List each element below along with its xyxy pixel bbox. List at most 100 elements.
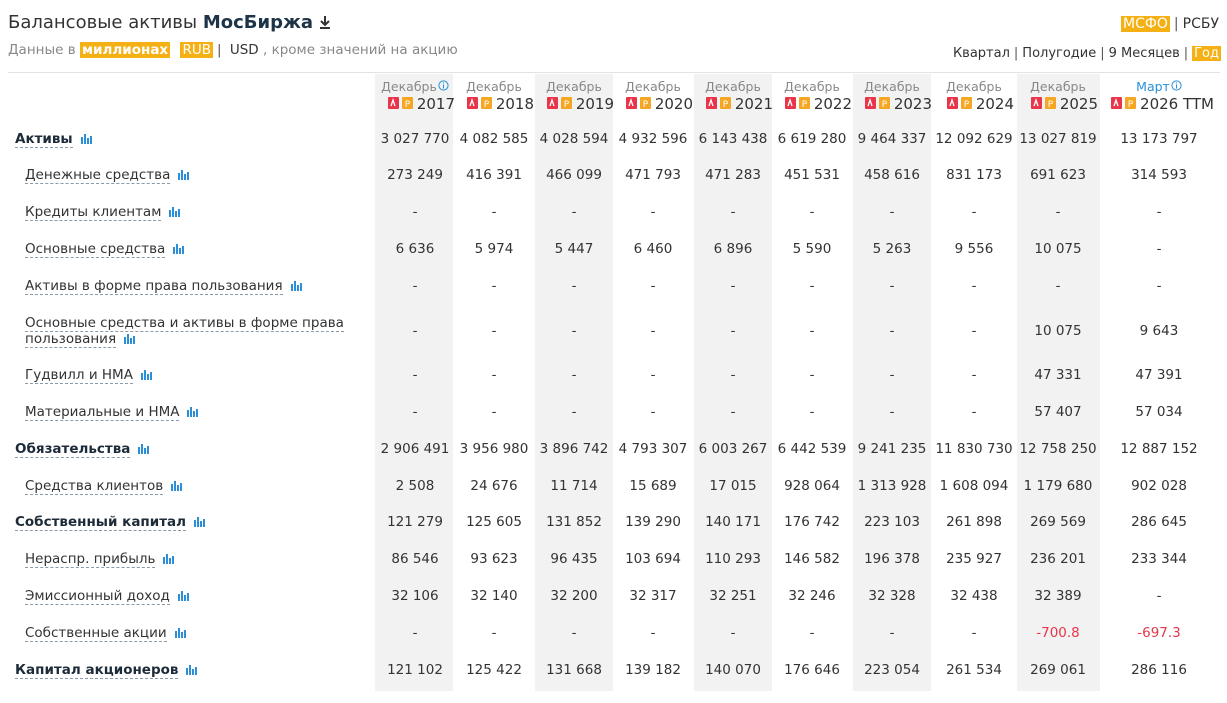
row-label-text[interactable]: Эмиссионный доход (25, 588, 170, 605)
chart-icon[interactable] (140, 369, 152, 380)
row-label-text[interactable]: Собственные акции (25, 625, 167, 642)
report-icons[interactable]: Р (946, 97, 973, 110)
download-icon[interactable] (319, 15, 331, 29)
value-cell: - (491, 204, 497, 220)
value-cell: - (571, 404, 577, 420)
value-cell: 235 927 (946, 551, 1002, 567)
value-cell: 125 422 (466, 662, 522, 678)
chart-icon[interactable] (169, 206, 181, 217)
value-cell: - (412, 323, 418, 339)
currency[interactable]: RUB (180, 42, 213, 58)
year: 2026 TTM (1140, 95, 1214, 113)
row-label-text[interactable]: Средства клиентов (25, 478, 164, 495)
report-icons[interactable]: Р (864, 97, 891, 110)
chart-icon[interactable] (178, 169, 190, 180)
value-cell: 17 015 (709, 478, 757, 494)
report-icons[interactable]: Р (625, 97, 652, 110)
standard[interactable]: РСБУ (1182, 16, 1219, 32)
value-cell: 96 435 (550, 551, 598, 567)
chart-icon[interactable] (177, 590, 189, 601)
row-label-text[interactable]: Кредиты клиентам (25, 204, 162, 221)
value-cell: 139 182 (625, 662, 681, 678)
row-label: Денежные средства (25, 167, 190, 184)
info-icon[interactable] (438, 80, 449, 91)
chart-icon[interactable] (124, 333, 136, 344)
standard[interactable]: МСФО (1120, 16, 1170, 32)
value-cell: - (730, 404, 736, 420)
value-cell: - (1156, 241, 1162, 257)
column-month: Декабрь (864, 79, 920, 94)
chart-icon[interactable] (173, 243, 185, 254)
row-label-text[interactable]: Основные средства (25, 241, 166, 258)
value-cell: 1 608 094 (939, 478, 1009, 494)
svg-text:Р: Р (723, 100, 729, 109)
chart-icon[interactable] (80, 133, 92, 144)
chart-icon[interactable] (174, 627, 186, 638)
value-cell: 6 460 (633, 241, 673, 257)
value-cell: - (1156, 278, 1162, 294)
value-cell: 176 646 (784, 662, 840, 678)
value-cell: 10 075 (1034, 323, 1082, 339)
row-label-text[interactable]: Денежные средства (25, 167, 171, 184)
value-cell: 286 645 (1131, 514, 1187, 530)
report-icons[interactable]: Р (784, 97, 811, 110)
column-shade (375, 74, 453, 691)
chart-icon[interactable] (163, 553, 175, 564)
column-shade (694, 74, 772, 691)
value-cell: 6 143 438 (698, 131, 768, 147)
column-month: Декабрь (1030, 79, 1086, 94)
value-cell: 4 932 596 (618, 131, 688, 147)
value-cell: 5 447 (554, 241, 594, 257)
value-cell: 416 391 (466, 167, 522, 183)
value-cell: 146 582 (784, 551, 840, 567)
value-cell: 9 556 (954, 241, 994, 257)
company[interactable]: МосБиржа (202, 12, 314, 33)
report-icons[interactable]: Р (1111, 97, 1137, 110)
row-label: Основные средства и активы в форме права… (25, 315, 345, 348)
period[interactable]: Полугодие (1022, 46, 1097, 61)
value-cell: 12 887 152 (1120, 441, 1198, 457)
report-icons[interactable]: Р (466, 97, 493, 110)
row-label-text[interactable]: Обязательства (15, 441, 131, 458)
currency[interactable]: USD (229, 42, 259, 58)
year: 2018 (495, 95, 534, 113)
row-label: Основные средства (25, 241, 185, 258)
report-icons[interactable]: Р (546, 97, 573, 110)
info-icon[interactable] (1171, 80, 1182, 91)
value-cell: - (889, 404, 895, 420)
value-cell: 47 391 (1135, 367, 1183, 383)
row-label-text[interactable]: Активы в форме права пользования (25, 278, 283, 295)
row-label-text[interactable]: Материальные и НМА (25, 404, 180, 421)
value-cell: 273 249 (387, 167, 443, 183)
units-suffix: , кроме значений на акцию (262, 42, 458, 58)
row-label-text[interactable]: Нераспр. прибыль (25, 551, 156, 568)
value-cell: - (1055, 204, 1061, 220)
value-cell: 11 714 (550, 478, 598, 494)
value-cell: 9 643 (1139, 323, 1179, 339)
row-label-text[interactable]: Гудвилл и НМА (25, 367, 133, 384)
chart-icon[interactable] (138, 443, 150, 454)
year: 2023 (893, 95, 932, 113)
period[interactable]: 9 Месяцев (1108, 46, 1180, 61)
value-cell: 233 344 (1131, 551, 1187, 567)
value-cell: 10 075 (1034, 241, 1082, 257)
report-icons[interactable]: Р (387, 97, 414, 110)
value-cell: - (971, 625, 977, 641)
column-year: Р 2021 (689, 95, 773, 113)
chart-icon[interactable] (186, 664, 198, 675)
value-cell: 131 668 (546, 662, 602, 678)
chart-icon[interactable] (290, 280, 302, 291)
chart-icon[interactable] (187, 406, 199, 417)
period[interactable]: Год (1192, 46, 1221, 61)
svg-text:Р: Р (1128, 100, 1134, 109)
report-icons[interactable]: Р (705, 97, 732, 110)
period[interactable]: Квартал (952, 46, 1010, 61)
chart-icon[interactable] (171, 480, 183, 491)
row-label-text[interactable]: Капитал акционеров (15, 662, 179, 679)
value-cell: - (809, 278, 815, 294)
report-icons[interactable]: Р (1030, 97, 1057, 110)
chart-icon[interactable] (194, 516, 206, 527)
row-label-text[interactable]: Собственный капитал (15, 514, 187, 531)
row-label-text[interactable]: Основные средства и активы в форме права… (25, 315, 344, 348)
row-label-text[interactable]: Активы (15, 131, 73, 148)
